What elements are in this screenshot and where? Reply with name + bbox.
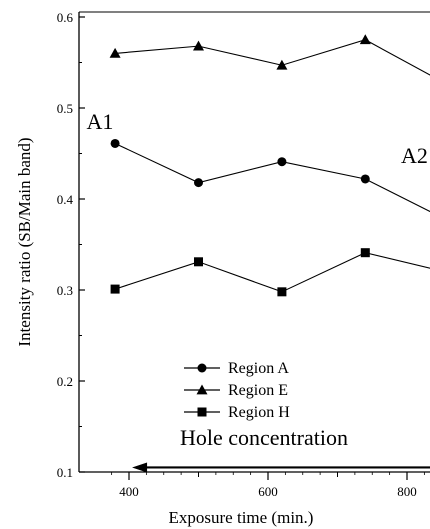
- data-point-region-h: [110, 284, 120, 294]
- plot-frame: [78, 11, 430, 473]
- direction-arrow-head: [132, 462, 148, 473]
- legend: Region A Region E Region H: [184, 360, 290, 421]
- x-axis-ticks: 4006008001000: [111, 472, 425, 499]
- annotation-a2: A2: [401, 143, 428, 168]
- x-tick-label: 800: [397, 484, 417, 499]
- series-layer: [109, 34, 430, 297]
- data-point-region-a: [360, 174, 370, 184]
- y-tick-label: 0.3: [57, 283, 73, 298]
- legend-marker-region-h: [197, 407, 207, 417]
- y-tick-label: 0.4: [57, 192, 74, 207]
- data-point-region-e: [193, 40, 204, 51]
- series-region-h: [110, 248, 430, 297]
- annotation-a1: A1: [87, 109, 114, 134]
- x-axis-label: Exposure time (min.): [169, 508, 314, 527]
- legend-label-region-h: Region H: [228, 404, 290, 421]
- legend-marker-region-a: [197, 363, 207, 373]
- x-tick-label: 600: [258, 484, 278, 499]
- series-line-region-a: [114, 142, 430, 213]
- y-tick-label: 0.5: [57, 101, 73, 116]
- data-point-region-a: [194, 178, 203, 188]
- y-axis-ticks: 0.1 0.2 0.3 0.4 0.5 0.6: [57, 10, 85, 480]
- data-point-region-a: [110, 138, 120, 148]
- legend-label-region-e: Region E: [228, 382, 288, 399]
- data-point-region-e: [359, 34, 371, 45]
- legend-marker-region-e: [196, 384, 208, 395]
- series-region-a: [110, 138, 430, 213]
- series-region-e: [109, 34, 430, 76]
- y-tick-label: 0.6: [57, 10, 74, 25]
- y-tick-label: 0.2: [57, 374, 73, 389]
- y-tick-label: 0.1: [57, 465, 73, 480]
- data-point-region-e: [276, 59, 288, 70]
- data-point-region-e: [109, 47, 121, 58]
- annotation-hole-concentration: Hole concentration: [180, 425, 348, 450]
- y-axis-label: Intensity ratio (SB/Main band): [15, 137, 34, 346]
- data-point-region-h: [194, 257, 203, 267]
- data-point-region-a: [277, 157, 287, 167]
- annotation-layer: A1 A2 Hole concentration: [87, 109, 430, 473]
- series-line-region-h: [114, 252, 430, 293]
- legend-label-region-a: Region A: [228, 360, 289, 377]
- series-line-region-e: [115, 39, 430, 76]
- x-tick-label: 400: [119, 484, 139, 499]
- data-point-region-h: [277, 287, 287, 297]
- data-point-region-h: [360, 248, 370, 258]
